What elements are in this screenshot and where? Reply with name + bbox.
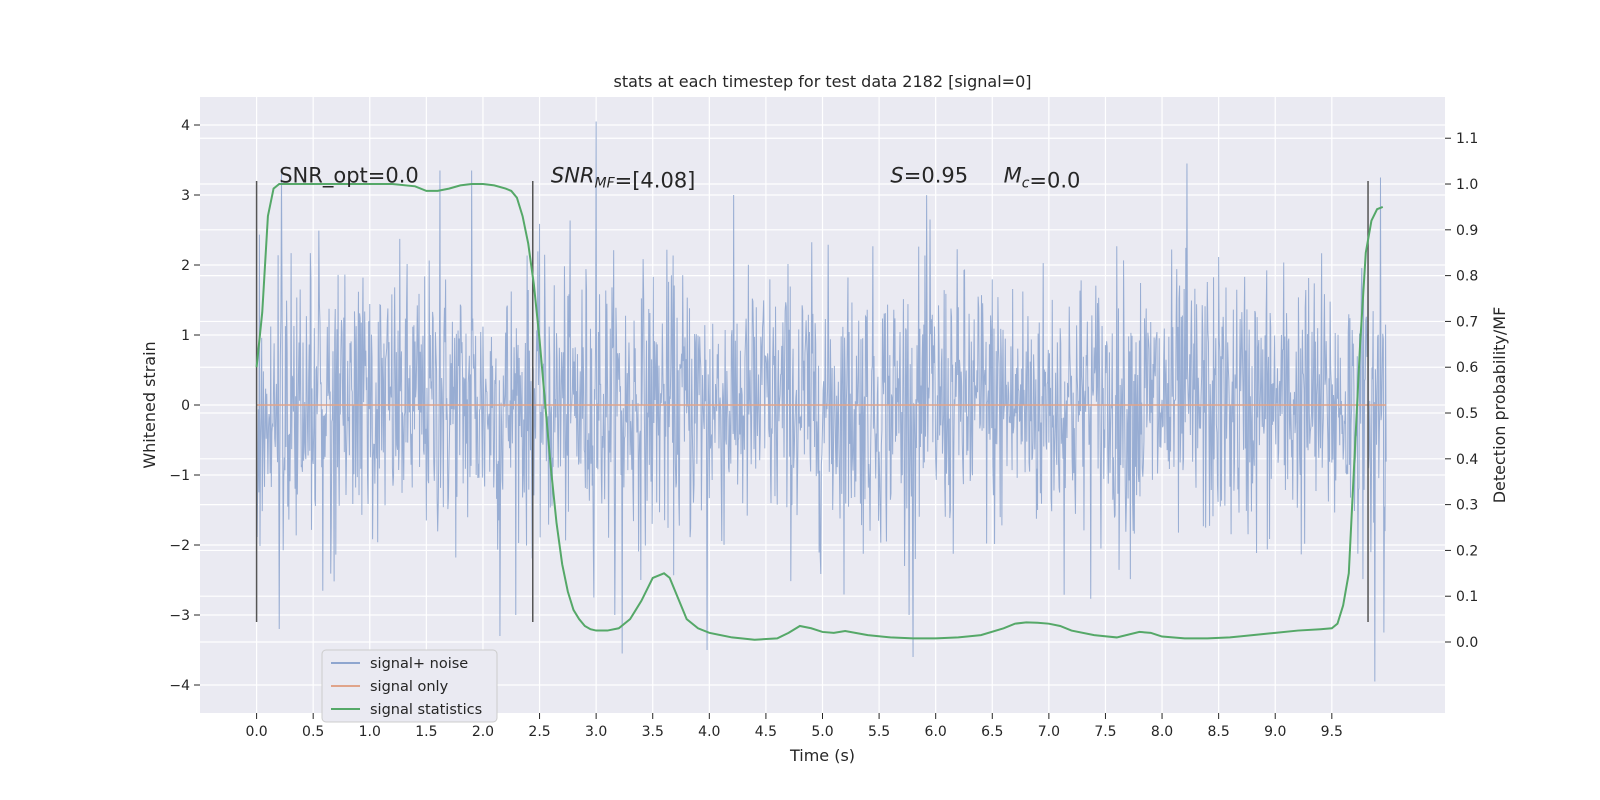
x-tick-label: 1.5: [415, 724, 437, 740]
x-tick-label: 1.0: [359, 724, 381, 740]
annotation: S=0.95: [890, 163, 968, 187]
x-tick-label: 5.0: [811, 724, 833, 740]
x-tick-label: 8.0: [1151, 724, 1173, 740]
x-tick-label: 9.0: [1264, 724, 1286, 740]
series-signal-statistics: [255, 183, 1384, 641]
y-tick-label: 1: [181, 328, 190, 344]
legend: signal+ noise signal only signal statistic…: [321, 649, 498, 723]
x-tick-label: 7.0: [1038, 724, 1060, 740]
x-tick-label: 2.0: [472, 724, 494, 740]
vertical-markers: [255, 181, 1369, 622]
y-axis-label: Whitened strain: [140, 341, 159, 468]
x-tick-label: 6.0: [925, 724, 947, 740]
y2-axis-label: Detection probability/MF: [1490, 307, 1509, 504]
series-signal-noise: [256, 121, 1387, 682]
x-axis-label: Time (s): [789, 746, 855, 765]
y2-tick-label: 1.1: [1456, 131, 1478, 147]
x-tick-label: 6.5: [981, 724, 1003, 740]
y-tick-label: 4: [181, 118, 190, 134]
annotations: SNR_opt=0.0 SNRMF=[4.08] S=0.95 Mc=0.0: [279, 163, 1080, 192]
y-tick-label: −1: [169, 468, 190, 484]
y2-tick-label: 0.9: [1456, 223, 1478, 239]
y2-tick-label: 0.5: [1456, 406, 1478, 422]
y-tick-label: −4: [169, 678, 190, 694]
y2-tick-label: 0.2: [1456, 543, 1478, 559]
y2-tick-label: 0.0: [1456, 635, 1478, 651]
x-tick-label: 5.5: [868, 724, 890, 740]
annotation: SNR_opt=0.0: [279, 163, 419, 188]
x-tick-label: 4.5: [755, 724, 777, 740]
legend-label: signal only: [370, 679, 449, 695]
legend-label: signal+ noise: [370, 656, 468, 672]
y2-tick-label: 0.4: [1456, 452, 1478, 468]
x-tick-label: 2.5: [528, 724, 550, 740]
series-layer: [255, 121, 1387, 682]
x-tick-label: 3.0: [585, 724, 607, 740]
chart-title: stats at each timestep for test data 218…: [613, 72, 1031, 91]
y-axis-left: 4 3 2 1 0 −1 −2 −3 −4: [169, 118, 200, 694]
y2-tick-label: 0.3: [1456, 498, 1478, 514]
y-tick-label: 3: [181, 188, 190, 204]
x-tick-label: 7.5: [1094, 724, 1116, 740]
y-tick-label: −3: [169, 608, 190, 624]
y2-tick-label: 0.1: [1456, 589, 1478, 605]
x-tick-label: 3.5: [642, 724, 664, 740]
x-tick-label: 0.0: [245, 724, 267, 740]
legend-label: signal statistics: [370, 702, 482, 718]
x-axis: 0.0 0.5 1.0 1.5 2.0 2.5 3.0 3.5 4.0 4.5 5.0 5.5 6.0 6…: [245, 713, 1343, 740]
legend-box: [321, 649, 498, 723]
annotation: SNRMF=[4.08]: [551, 163, 696, 192]
y2-tick-label: 0.7: [1456, 314, 1478, 330]
y-tick-label: 0: [181, 398, 190, 414]
x-tick-label: 4.0: [698, 724, 720, 740]
annotation: Mc=0.0: [1004, 163, 1081, 192]
y2-tick-label: 1.0: [1456, 177, 1478, 193]
y2-tick-label: 0.8: [1456, 269, 1478, 285]
x-tick-label: 9.5: [1321, 724, 1343, 740]
y-tick-label: −2: [169, 538, 190, 554]
y2-tick-label: 0.6: [1456, 360, 1478, 376]
x-tick-label: 0.5: [302, 724, 324, 740]
x-tick-label: 8.5: [1208, 724, 1230, 740]
y-tick-label: 2: [181, 258, 190, 274]
y-axis-right: 1.1 1.0 0.9 0.8 0.7 0.6 0.5 0.4 0.3 0.2 0.1 0.0: [1445, 131, 1478, 651]
